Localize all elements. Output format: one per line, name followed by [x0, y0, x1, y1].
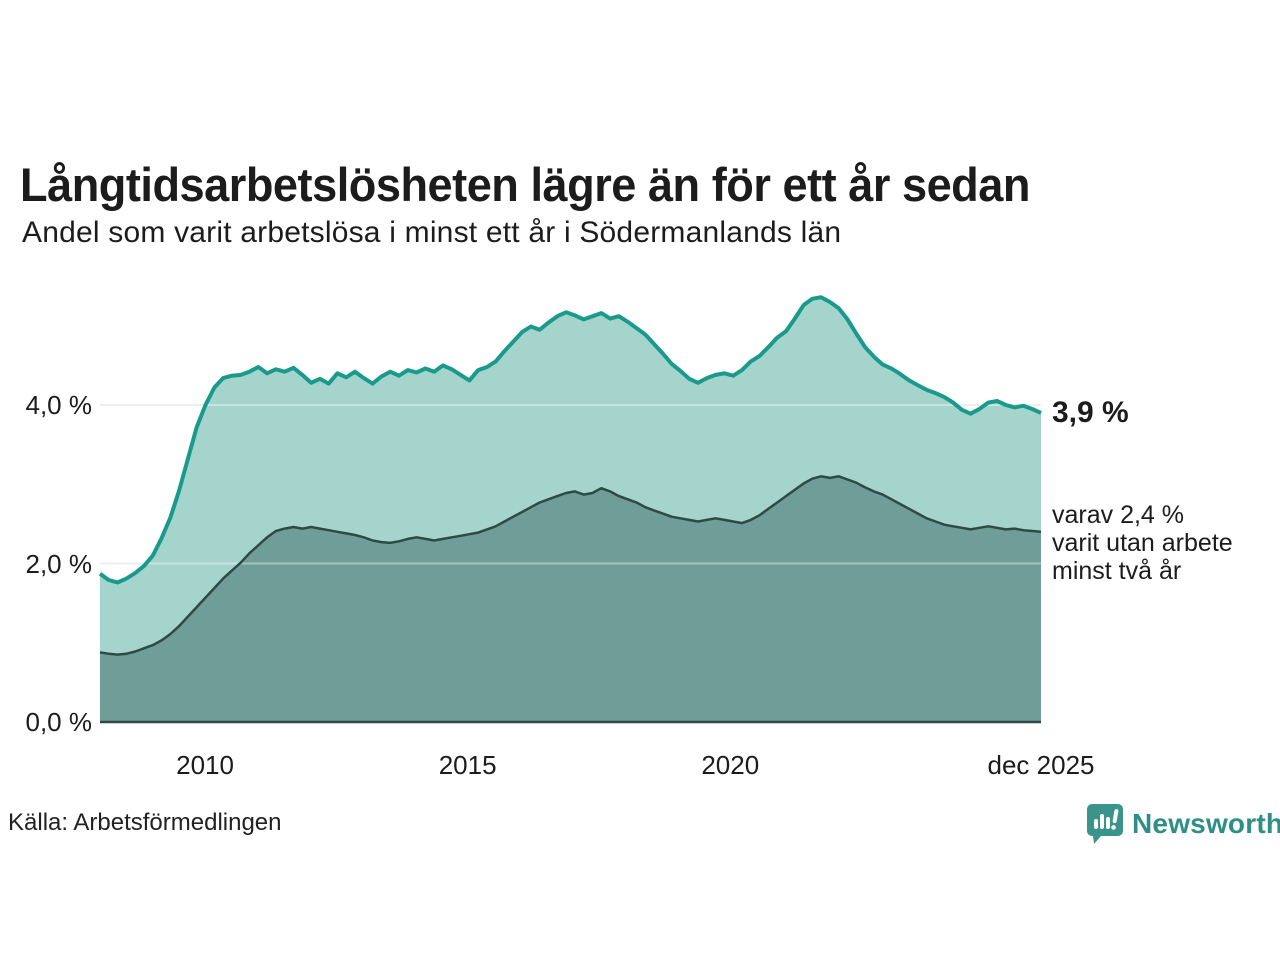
line-minst-ett-ar — [98, 295, 1042, 585]
newsworthy-logo: Newsworthy — [1086, 802, 1280, 846]
x-tick-label: 2020 — [701, 750, 760, 780]
page-title: Långtidsarbetslösheten lägre än för ett … — [20, 158, 1030, 212]
latest-value-label: 3,9 % — [1052, 396, 1129, 429]
newsworthy-wordmark: Newsworthy — [1132, 808, 1280, 839]
x-tick-label: dec 2025 — [987, 750, 1095, 780]
newsworthy-bubble-chart-icon — [1087, 804, 1123, 844]
area-fill-minst-tva-ar — [100, 476, 1041, 722]
y-tick-label: 4,0 % — [25, 390, 93, 420]
source-attribution: Källa: Arbetsförmedlingen — [8, 809, 282, 836]
secondary-series-note: varav 2,4 % varit utan arbete minst två … — [1052, 501, 1233, 585]
x-tick-label: 2010 — [176, 750, 234, 780]
y-tick-label: 2,0 % — [25, 548, 93, 579]
line-minst-tva-ar — [99, 475, 1042, 656]
y-tick-label: 0,0 % — [25, 707, 93, 737]
chart-subtitle: Andel som varit arbetslösa i minst ett å… — [22, 216, 842, 249]
x-tick-label: 2015 — [438, 750, 497, 780]
